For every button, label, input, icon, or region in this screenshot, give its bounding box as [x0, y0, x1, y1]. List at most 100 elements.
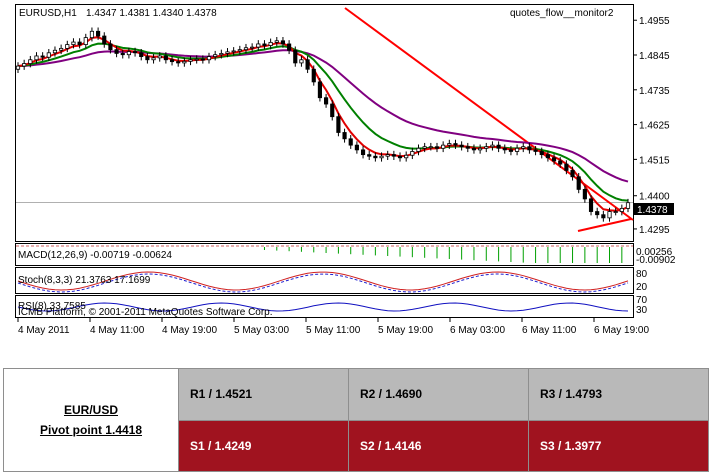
- candle-body: [385, 154, 390, 157]
- candle-body: [465, 146, 470, 149]
- rsi-tick-bottom: 30: [636, 305, 648, 316]
- rsi-line: [17, 302, 629, 312]
- candle-body: [317, 81, 322, 99]
- rsi-tick-top: 70: [636, 295, 648, 306]
- candle-body: [601, 214, 606, 219]
- candle-body: [237, 49, 242, 52]
- candle-body: [262, 43, 267, 46]
- pivot-table: EUR/USD Pivot point 1.4418 R1 / 1.4521 R…: [3, 368, 709, 472]
- candle-body: [453, 143, 458, 146]
- candle-body: [484, 146, 489, 149]
- pair-label[interactable]: EUR/USD: [63, 403, 118, 417]
- time-axis: 4 May 2011 4 May 11:00 4 May 19:00 5 May 03…: [17, 318, 649, 336]
- candle-body: [15, 65, 21, 70]
- candle-body: [225, 51, 230, 54]
- s3-cell: S3 / 1.3977: [528, 419, 709, 472]
- candle-body: [200, 58, 205, 61]
- stoch-tick-bottom: 20: [636, 282, 648, 293]
- time-tick-label: 4 May 19:00: [162, 325, 217, 336]
- candle-body: [126, 51, 131, 56]
- candle-body: [305, 59, 310, 70]
- candle-body: [348, 138, 353, 146]
- candle-body: [545, 154, 550, 159]
- candle-body: [324, 97, 329, 105]
- candle-body: [280, 40, 286, 45]
- price-tick-label: 1.4400: [639, 192, 670, 203]
- candle-body: [336, 116, 341, 133]
- candle-body: [96, 30, 101, 37]
- trendline-support: [577, 218, 632, 232]
- pivot-point-label[interactable]: Pivot point 1.4418: [39, 423, 143, 437]
- time-tick-label: 6 May 19:00: [594, 325, 649, 336]
- candle-body: [367, 154, 372, 157]
- candle-body: [243, 47, 249, 51]
- rsi-panel-frame: [15, 295, 634, 318]
- candle-body: [354, 144, 359, 151]
- candle-body: [28, 59, 33, 64]
- price-tick-label: 1.4295: [639, 225, 670, 236]
- chart-canvas[interactable]: EURUSD,H1 1.4347 1.4381 1.4340 1.4378 qu…: [0, 0, 713, 340]
- stoch-signal-line: [17, 273, 629, 293]
- macd-tick-top: 0.00256: [636, 247, 673, 258]
- copyright-label: ICMB Platform, © 2001-2011 MetaQuotes So…: [18, 307, 273, 318]
- candle-body: [219, 53, 224, 56]
- candle-body: [434, 146, 440, 149]
- candle-body: [108, 43, 113, 51]
- candle-body: [613, 211, 618, 213]
- candle-body: [416, 147, 421, 152]
- candle-body: [250, 46, 255, 49]
- candle-body: [132, 51, 138, 54]
- candle-body: [459, 144, 464, 148]
- candle-body: [404, 154, 409, 159]
- candle-body: [213, 54, 218, 57]
- macd-plot: [16, 245, 633, 263]
- ema-fast-line: [17, 36, 629, 212]
- price-tick-label: 1.4625: [639, 121, 670, 132]
- pair-cell: EUR/USD Pivot point 1.4418: [3, 368, 179, 472]
- candle-body: [59, 47, 64, 51]
- candle-body: [391, 154, 396, 157]
- candle-body: [71, 41, 76, 45]
- candle-body: [496, 144, 501, 149]
- candle-body: [206, 56, 212, 61]
- candle-body: [34, 55, 39, 61]
- candle-body: [428, 146, 433, 149]
- stoch-plot: [17, 271, 629, 293]
- candle-body: [268, 41, 273, 46]
- candle-body: [293, 49, 298, 64]
- indicator-label: quotes_flow__monitor2: [510, 8, 614, 19]
- time-tick-label: 5 May 03:00: [234, 325, 289, 336]
- candle-body: [52, 49, 58, 54]
- candle-body: [287, 43, 292, 51]
- candle-body: [490, 144, 495, 148]
- price-tick-label: 1.4735: [639, 86, 670, 97]
- candle-body: [139, 52, 144, 57]
- ohlc-label: 1.4347 1.4381 1.4340 1.4378: [86, 8, 217, 19]
- candle-body: [77, 41, 82, 45]
- candle-body: [539, 151, 544, 156]
- ema-slow-line: [17, 49, 629, 183]
- candle-body: [169, 59, 175, 63]
- candle-body: [471, 147, 477, 151]
- candle-body: [502, 147, 507, 151]
- candle-body: [163, 55, 168, 61]
- stoch-tick-top: 80: [636, 269, 648, 280]
- candle-body: [151, 57, 156, 61]
- candle-body: [194, 58, 199, 61]
- rsi-label: RSI(8) 33.7585: [18, 301, 86, 312]
- candle-body: [89, 30, 95, 39]
- candle-body: [182, 60, 187, 64]
- candle-body: [231, 50, 236, 53]
- price-chart[interactable]: EURUSD,H1 1.4347 1.4381 1.4340 1.4378 qu…: [0, 0, 713, 340]
- candle-body: [274, 40, 279, 43]
- candle-body: [570, 170, 575, 178]
- macd-panel-frame: [15, 243, 634, 266]
- s1-cell: S1 / 1.4249: [178, 419, 349, 472]
- stoch-main-line: [17, 271, 629, 291]
- candle-body: [508, 149, 514, 152]
- candle-body: [342, 132, 347, 140]
- time-tick-label: 5 May 19:00: [378, 325, 433, 336]
- candle-body: [551, 157, 557, 162]
- candle-body: [145, 56, 150, 61]
- macd-label: MACD(12,26,9) -0.00719 -0.00624: [18, 250, 172, 261]
